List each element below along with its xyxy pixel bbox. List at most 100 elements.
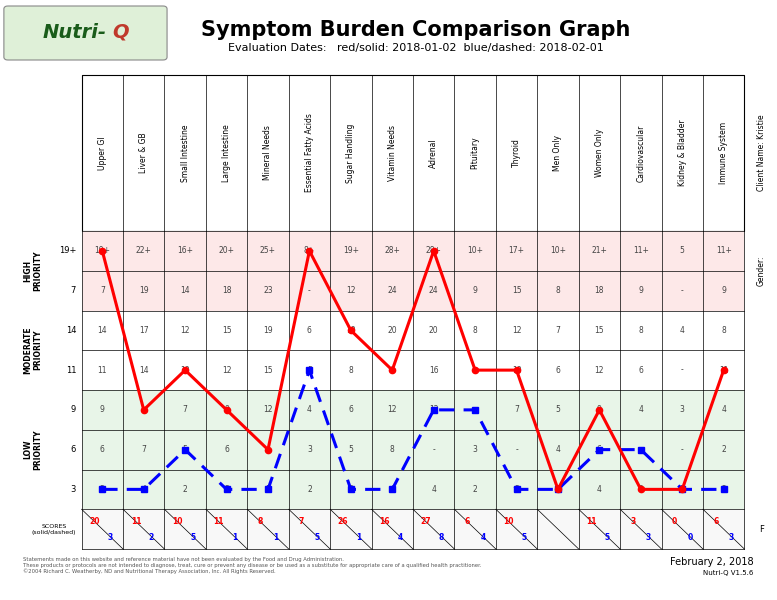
Text: 11: 11 xyxy=(98,365,107,374)
Text: 21+: 21+ xyxy=(591,247,608,256)
Text: 6: 6 xyxy=(100,445,105,454)
Text: 8+: 8+ xyxy=(304,247,315,256)
Text: 6: 6 xyxy=(556,365,560,374)
Text: Pituitary: Pituitary xyxy=(471,137,479,169)
Text: 27: 27 xyxy=(420,517,431,526)
Text: 11: 11 xyxy=(131,517,141,526)
Text: 9: 9 xyxy=(721,286,726,295)
Text: -: - xyxy=(515,445,518,454)
Text: 3: 3 xyxy=(307,445,312,454)
Text: 4: 4 xyxy=(680,326,685,335)
Text: 7: 7 xyxy=(299,517,305,526)
Text: 4: 4 xyxy=(431,485,436,494)
Text: Cardiovascular: Cardiovascular xyxy=(636,124,646,182)
Text: 2: 2 xyxy=(183,485,187,494)
Text: 14: 14 xyxy=(65,326,76,335)
Bar xyxy=(82,231,744,271)
Text: 15: 15 xyxy=(512,286,521,295)
Text: 8: 8 xyxy=(639,326,643,335)
Text: 7: 7 xyxy=(183,406,187,415)
Text: 12: 12 xyxy=(594,365,605,374)
Text: 10: 10 xyxy=(503,517,514,526)
Text: 7: 7 xyxy=(514,406,519,415)
Text: 3: 3 xyxy=(71,485,76,494)
Text: 8: 8 xyxy=(556,286,560,295)
Text: 18: 18 xyxy=(221,286,232,295)
Text: 8: 8 xyxy=(257,517,263,526)
Text: 2: 2 xyxy=(472,485,478,494)
Text: 12: 12 xyxy=(346,286,356,295)
Text: Vitamin Needs: Vitamin Needs xyxy=(388,125,397,181)
FancyBboxPatch shape xyxy=(4,6,167,60)
Text: Nutri-: Nutri- xyxy=(43,23,106,41)
Text: Nutri-Q V1.5.6: Nutri-Q V1.5.6 xyxy=(703,570,754,576)
Text: 24: 24 xyxy=(429,286,438,295)
Text: 1: 1 xyxy=(274,533,278,542)
Text: 9: 9 xyxy=(597,406,602,415)
Text: 6: 6 xyxy=(713,517,719,526)
Text: 7: 7 xyxy=(556,326,560,335)
Text: -: - xyxy=(142,406,145,415)
Text: 20: 20 xyxy=(388,326,397,335)
Text: 15: 15 xyxy=(221,326,232,335)
Text: February 2, 2018: February 2, 2018 xyxy=(670,557,754,567)
Text: 3: 3 xyxy=(680,406,685,415)
Text: 24: 24 xyxy=(388,286,397,295)
Text: 4: 4 xyxy=(639,406,643,415)
Text: Upper GI: Upper GI xyxy=(98,136,106,170)
Text: 6: 6 xyxy=(224,445,229,454)
Text: 2: 2 xyxy=(556,485,560,494)
Text: 14: 14 xyxy=(180,286,190,295)
Text: 3: 3 xyxy=(107,533,113,542)
Text: HIGH
PRIORITY: HIGH PRIORITY xyxy=(23,250,42,291)
Text: 10+: 10+ xyxy=(467,247,483,256)
Text: -: - xyxy=(267,445,270,454)
Text: 3: 3 xyxy=(348,485,354,494)
Text: -: - xyxy=(681,365,684,374)
Text: 3: 3 xyxy=(100,485,105,494)
Text: 17: 17 xyxy=(139,326,148,335)
Text: 4: 4 xyxy=(307,406,312,415)
Text: SCORES
(solid/dashed): SCORES (solid/dashed) xyxy=(32,524,76,535)
Text: 15: 15 xyxy=(263,365,273,374)
Bar xyxy=(82,469,744,509)
Text: 9: 9 xyxy=(224,406,229,415)
Text: 1: 1 xyxy=(356,533,361,542)
Text: 5: 5 xyxy=(680,247,685,256)
Text: 7: 7 xyxy=(71,286,76,295)
Text: 12: 12 xyxy=(512,326,521,335)
Text: 5: 5 xyxy=(183,445,187,454)
Text: Immune System: Immune System xyxy=(720,122,728,184)
Bar xyxy=(82,509,744,549)
Text: F: F xyxy=(759,524,764,533)
Text: MODERATE
PRIORITY: MODERATE PRIORITY xyxy=(23,326,42,374)
Text: 20: 20 xyxy=(429,326,438,335)
Text: 12: 12 xyxy=(429,406,438,415)
Text: 9: 9 xyxy=(639,286,643,295)
Text: 6: 6 xyxy=(71,445,76,454)
Text: 0: 0 xyxy=(688,533,692,542)
Text: 3: 3 xyxy=(630,517,636,526)
Text: 5: 5 xyxy=(521,533,527,542)
Text: 3: 3 xyxy=(472,445,478,454)
Text: 10: 10 xyxy=(180,365,190,374)
Text: 17+: 17+ xyxy=(508,247,524,256)
Text: 4: 4 xyxy=(397,533,402,542)
Text: 2: 2 xyxy=(721,445,726,454)
Text: 6: 6 xyxy=(639,365,643,374)
Text: 15: 15 xyxy=(594,326,605,335)
Text: 8: 8 xyxy=(348,365,354,374)
Bar xyxy=(82,75,744,231)
Text: 4: 4 xyxy=(597,485,602,494)
Text: 11: 11 xyxy=(587,517,597,526)
Text: Client Name: Kristie: Client Name: Kristie xyxy=(757,115,766,191)
Text: 2: 2 xyxy=(639,485,643,494)
Text: 5: 5 xyxy=(266,485,270,494)
Text: 1: 1 xyxy=(232,533,237,542)
Text: 22+: 22+ xyxy=(136,247,152,256)
Text: 11+: 11+ xyxy=(633,247,649,256)
Text: 0: 0 xyxy=(672,517,677,526)
Text: 19+: 19+ xyxy=(94,247,110,256)
Text: 9: 9 xyxy=(71,406,76,415)
Text: 20: 20 xyxy=(89,517,99,526)
